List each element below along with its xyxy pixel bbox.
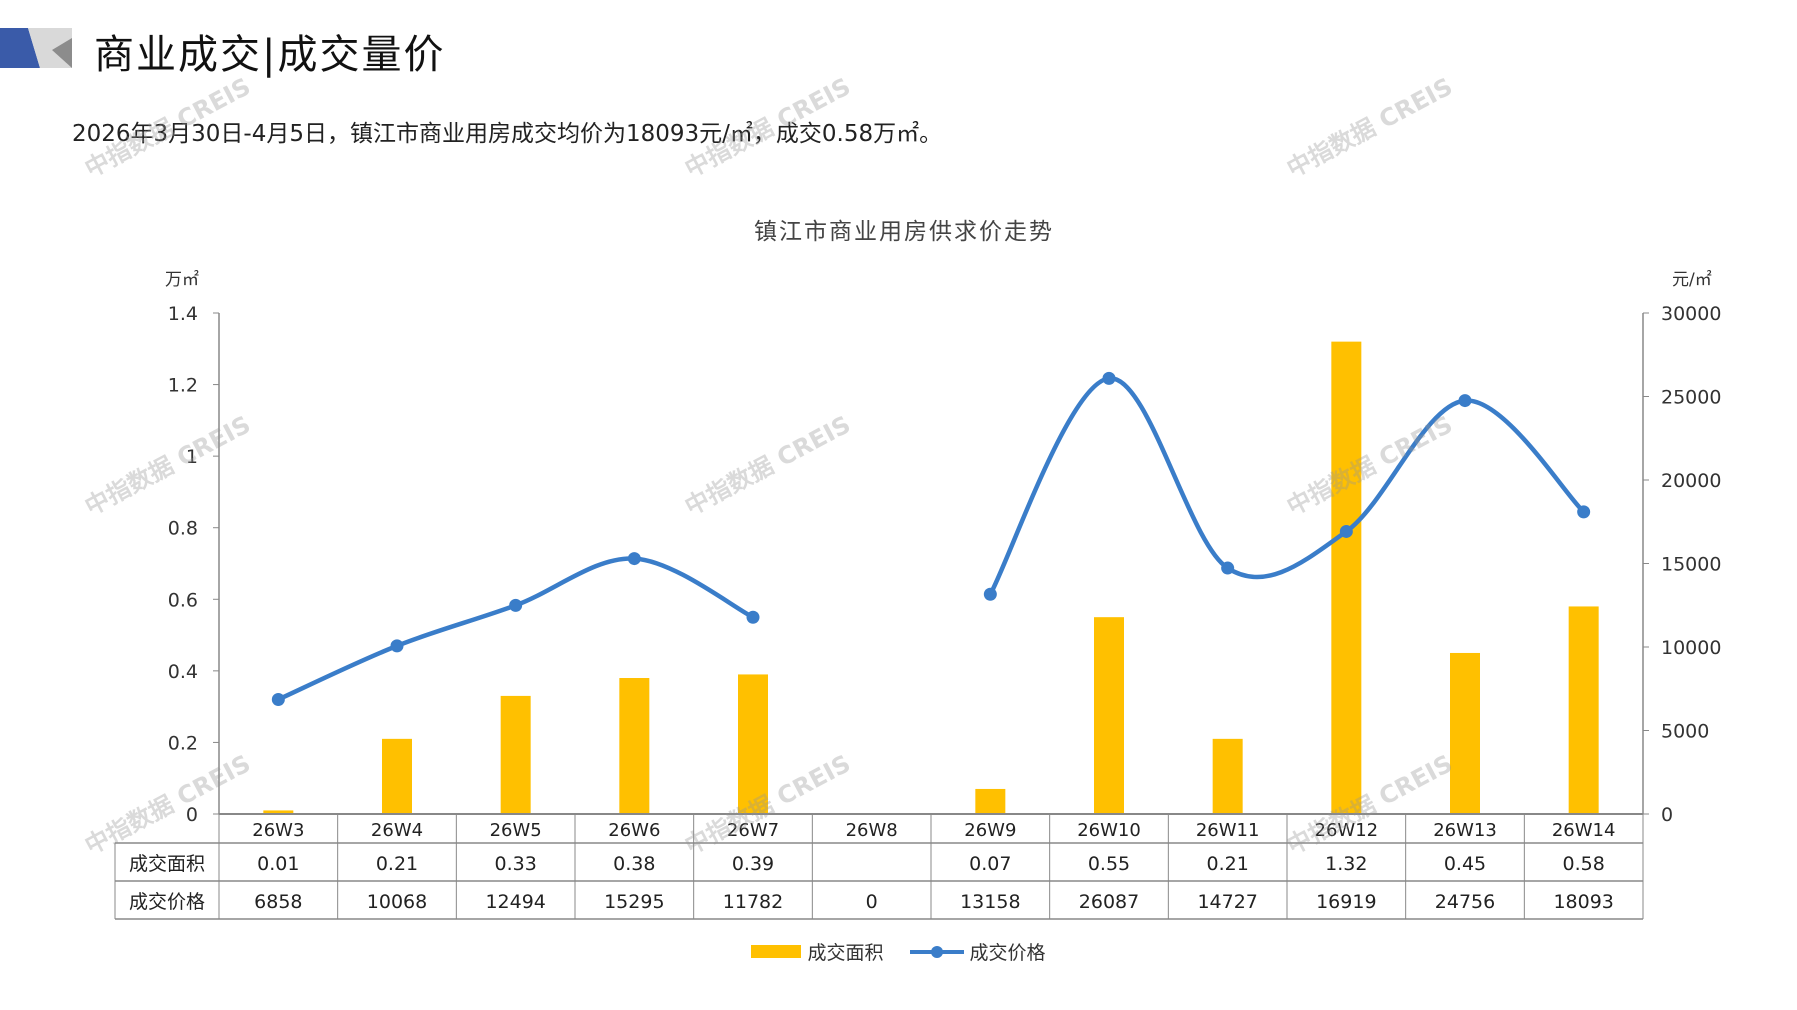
price-point: [1102, 371, 1116, 385]
price-value: 6858: [254, 891, 302, 913]
right-tick-label: 15000: [1661, 554, 1721, 576]
price-value: 12494: [485, 891, 545, 913]
right-tick-label: 20000: [1661, 470, 1721, 492]
price-point: [390, 639, 404, 653]
area-value: 0.21: [376, 853, 418, 875]
right-tick-label: 30000: [1661, 303, 1721, 325]
price-point: [1577, 505, 1591, 519]
price-point: [746, 610, 760, 624]
bar-26W12: [1331, 341, 1362, 814]
category-label: 26W10: [1077, 820, 1141, 841]
area-value: 0.01: [257, 853, 299, 875]
bar-26W5: [500, 695, 531, 814]
category-label: 26W9: [964, 820, 1016, 841]
legend-label: 成交价格: [969, 942, 1046, 964]
price-value: 0: [866, 891, 878, 913]
left-tick-label: 1: [186, 446, 198, 468]
price-value: 10068: [367, 891, 427, 913]
price-value: 24756: [1435, 891, 1495, 913]
category-label: 26W4: [371, 820, 423, 841]
price-point: [1221, 561, 1235, 575]
price-value: 18093: [1553, 891, 1613, 913]
right-tick-label: 0: [1661, 804, 1673, 826]
bar-26W11: [1212, 738, 1243, 814]
chart-title: 镇江市商业用房供求价走势: [754, 219, 1054, 245]
area-value: 0.55: [1088, 853, 1130, 875]
area-value: 0.58: [1563, 853, 1605, 875]
bar-26W6: [619, 678, 650, 814]
area-value: 0.39: [732, 853, 774, 875]
category-label: 26W12: [1315, 820, 1379, 841]
bar-26W3: [263, 810, 294, 814]
legend-item-area: 成交面积: [751, 938, 884, 965]
right-tick-label: 10000: [1661, 637, 1721, 659]
category-label: 26W13: [1433, 820, 1497, 841]
price-value: 11782: [723, 891, 783, 913]
area-value: 0.07: [969, 853, 1011, 875]
price-point: [509, 598, 523, 612]
area-value: 1.32: [1325, 853, 1367, 875]
left-tick-label: 0.6: [168, 589, 198, 611]
left-tick-label: 0.8: [168, 518, 198, 540]
page-title: 商业成交|成交量价: [94, 32, 446, 78]
price-value: 14727: [1197, 891, 1257, 913]
left-tick-label: 1.4: [168, 303, 198, 325]
price-point: [1339, 524, 1353, 538]
row-label-area: 成交面积: [129, 853, 205, 875]
price-value: 13158: [960, 891, 1020, 913]
legend: 成交面积 成交价格: [0, 938, 1797, 965]
price-value: 26087: [1079, 891, 1139, 913]
bar-26W10: [1094, 617, 1124, 814]
bar-26W14: [1568, 606, 1599, 814]
summary-text: 2026年3月30日-4月5日，镇江市商业用房成交均价为18093元/㎡，成交0…: [72, 121, 943, 147]
price-point: [983, 587, 997, 601]
category-label: 26W11: [1196, 820, 1260, 841]
legend-item-price: 成交价格: [909, 938, 1046, 965]
right-tick-label: 5000: [1661, 721, 1709, 743]
legend-label: 成交面积: [807, 942, 884, 964]
category-label: 26W6: [608, 820, 660, 841]
right-tick-label: 25000: [1661, 387, 1721, 409]
left-tick-label: 0: [186, 804, 198, 826]
category-label: 26W7: [727, 820, 779, 841]
price-value: 15295: [604, 891, 664, 913]
category-label: 26W14: [1552, 820, 1616, 841]
price-value: 16919: [1316, 891, 1376, 913]
category-label: 26W8: [846, 820, 898, 841]
legend-bar-swatch-icon: [751, 945, 802, 958]
legend-line-swatch-icon: [909, 945, 964, 958]
area-value: 0.33: [495, 853, 537, 875]
right-axis-unit: 元/㎡: [1672, 270, 1712, 290]
header-logo-icon: [0, 28, 72, 68]
area-value: 0.45: [1444, 853, 1486, 875]
area-value: 0.38: [613, 853, 655, 875]
price-point: [627, 552, 641, 566]
left-tick-label: 0.2: [168, 732, 198, 754]
price-point: [271, 692, 285, 706]
price-line: [277, 556, 755, 702]
price-point: [1458, 394, 1472, 408]
bar-26W13: [1450, 652, 1480, 814]
area-value: 0.21: [1207, 853, 1249, 875]
bar-26W9: [975, 788, 1006, 814]
left-tick-label: 1.2: [168, 375, 198, 397]
row-label-price: 成交价格: [129, 891, 205, 913]
bar-26W4: [382, 738, 412, 814]
category-label: 26W5: [490, 820, 542, 841]
bar-26W7: [738, 674, 768, 814]
category-label: 26W3: [252, 820, 304, 841]
left-tick-label: 0.4: [168, 661, 198, 683]
left-axis-unit: 万㎡: [165, 270, 199, 290]
price-line: [988, 376, 1586, 596]
